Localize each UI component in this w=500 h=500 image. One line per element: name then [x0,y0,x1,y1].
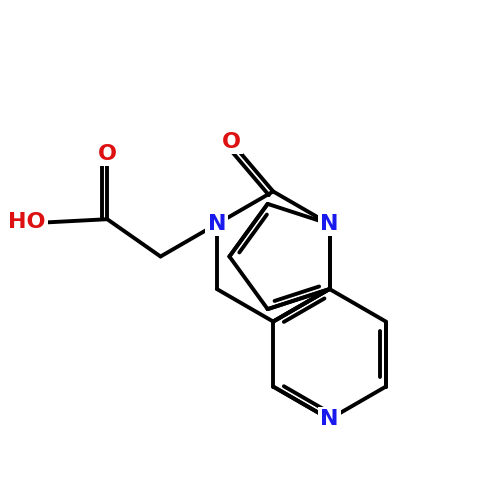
Text: N: N [320,214,339,234]
Text: HO: HO [8,212,46,233]
Text: N: N [320,409,339,429]
Text: O: O [98,144,116,164]
Text: N: N [208,214,226,234]
Text: O: O [222,132,240,152]
